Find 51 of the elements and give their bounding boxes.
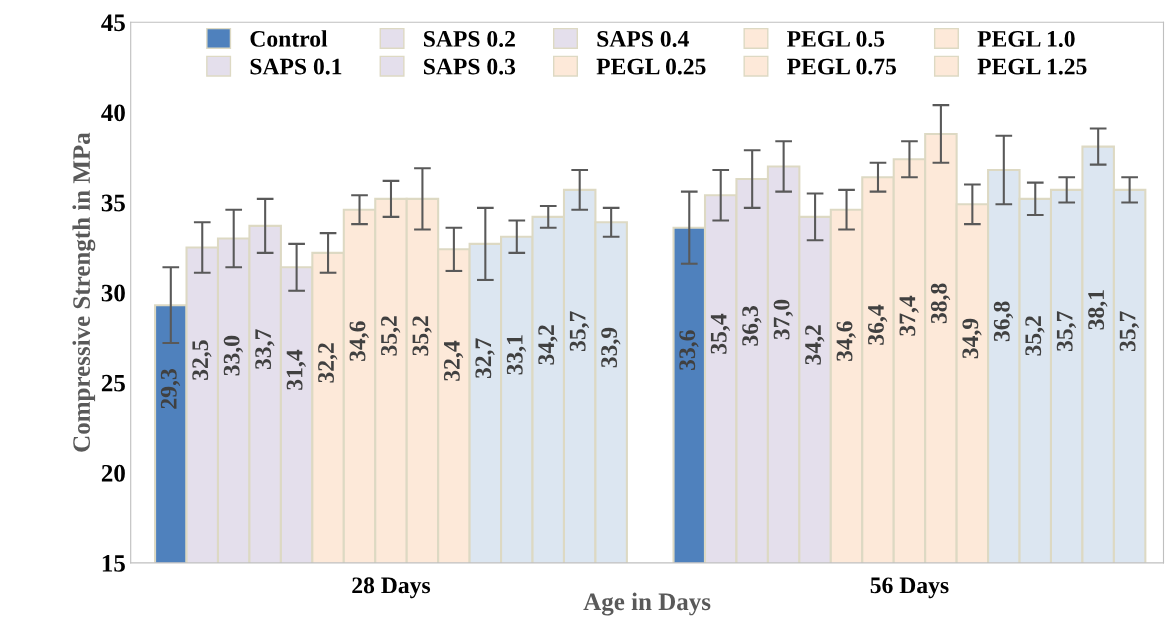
legend-label: PEGL 0.25 (596, 58, 706, 75)
data-label: 35,7 (569, 311, 590, 352)
y-tick-label: 45 (101, 14, 125, 32)
data-label: 37,4 (899, 295, 919, 336)
y-axis-title: Compressive Strength in MPa (72, 132, 96, 452)
data-label: 32,7 (475, 338, 495, 379)
data-label: 36,8 (993, 301, 1014, 342)
y-tick-label: 40 (101, 104, 125, 122)
data-label: 36,3 (742, 306, 762, 346)
x-tick-label: 56 Days (870, 577, 949, 599)
data-label: 35,7 (1056, 311, 1077, 352)
x-tick-label: 28 Days (352, 577, 431, 599)
legend-label: PEGL 1.0 (977, 30, 1075, 47)
data-label: 35,7 (1119, 311, 1139, 352)
y-tick-label: 30 (101, 284, 125, 302)
data-label: 34,9 (962, 318, 982, 359)
data-label: 35,2 (1025, 316, 1045, 356)
data-label: 35,2 (381, 316, 401, 356)
data-label: 38,1 (1088, 290, 1108, 330)
data-label: 35,4 (710, 313, 731, 354)
data-label: 33,7 (255, 329, 275, 370)
data-label: 33,0 (223, 335, 244, 376)
data-label: 29,3 (160, 369, 181, 409)
data-label: 34,2 (538, 325, 558, 365)
data-label: 36,4 (868, 304, 888, 345)
y-tick-label: 15 (102, 555, 125, 572)
data-label: 33,9 (601, 327, 621, 368)
y-tick-label: 20 (101, 464, 125, 482)
legend-label: PEGL 1.25 (977, 58, 1087, 75)
legend-label: SAPS 0.4 (597, 30, 689, 47)
data-label: 32,2 (318, 343, 338, 383)
data-label: 33,6 (679, 330, 699, 370)
legend-label: SAPS 0.1 (250, 58, 342, 75)
data-label: 32,5 (192, 340, 212, 380)
y-tick-label: 25 (101, 374, 125, 392)
legend-label: SAPS 0.3 (424, 58, 516, 75)
legend-label: PEGL 0.75 (787, 58, 897, 75)
data-label: 37,0 (773, 299, 793, 340)
data-label: 33,1 (506, 335, 527, 375)
data-label: 34,2 (805, 325, 825, 365)
data-label: 38,8 (930, 283, 951, 324)
data-label: 35,2 (412, 316, 432, 356)
data-label: 31,4 (286, 349, 306, 390)
data-label: 32,4 (443, 340, 464, 381)
data-label: 34,6 (349, 321, 369, 361)
x-axis-title: Age in Days (583, 592, 711, 616)
y-tick-label: 35 (101, 194, 125, 212)
data-label: 34,6 (836, 321, 856, 361)
legend-label: PEGL 0.5 (787, 30, 885, 47)
legend-label: SAPS 0.2 (424, 30, 515, 47)
legend-label: Control (250, 30, 328, 47)
